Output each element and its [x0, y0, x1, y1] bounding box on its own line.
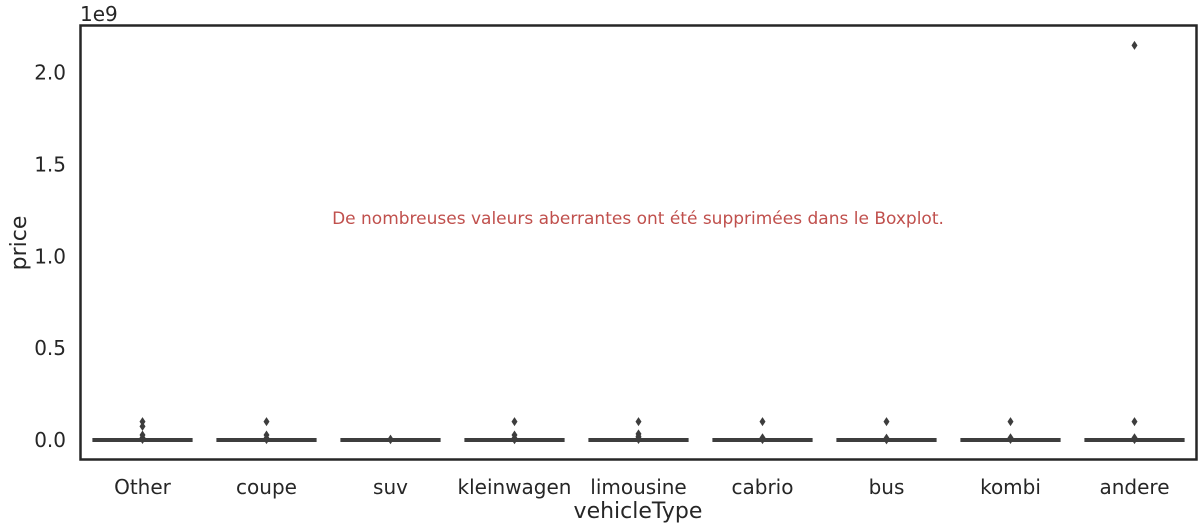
x-tick-label: limousine	[590, 475, 686, 499]
outlier-point	[883, 417, 890, 427]
outlier-point	[511, 417, 518, 427]
y-tick-label: 1.0	[34, 244, 66, 268]
outlier-point	[635, 434, 642, 444]
x-tick-label: coupe	[236, 475, 297, 499]
outlier-point	[139, 421, 146, 431]
x-tick-label: andere	[1099, 475, 1169, 499]
outlier-point	[139, 417, 146, 427]
plot-frame	[79, 24, 1198, 461]
outlier-point	[1007, 434, 1014, 444]
outlier-point	[1007, 417, 1014, 427]
box-kombi	[960, 417, 1061, 444]
y-axis: 0.0 0.5 1.0 1.5 2.0	[34, 61, 66, 453]
x-axis-title: vehicleType	[574, 499, 703, 524]
outlier-point	[1131, 417, 1138, 427]
x-tick-label: kombi	[980, 475, 1041, 499]
outlier-point	[139, 434, 146, 444]
outlier-point	[883, 435, 890, 445]
outlier-point	[635, 417, 642, 427]
box-limousine	[588, 417, 689, 444]
x-tick-label: kleinwagen	[458, 475, 572, 499]
y-tick-label: 0.5	[34, 336, 66, 360]
box-coupe	[216, 417, 317, 445]
x-axis: Other coupe suv kleinwagen limousine cabrio bu…	[114, 475, 1169, 499]
box-kleinwagen	[464, 417, 565, 445]
y-tick-label: 1.5	[34, 152, 66, 176]
outlier-point	[387, 435, 394, 445]
y-axis-title: price	[7, 216, 32, 271]
box-Other	[92, 417, 193, 444]
outlier-point	[511, 435, 518, 445]
box-cabrio	[712, 417, 813, 445]
outlier-point	[263, 435, 270, 445]
outlier-point	[759, 435, 766, 445]
x-tick-label: Other	[114, 475, 172, 499]
box-suv	[340, 434, 441, 445]
y-tick-label: 2.0	[34, 61, 66, 85]
box-andere	[1084, 40, 1185, 445]
outlier-point	[263, 417, 270, 427]
x-tick-label: suv	[373, 475, 408, 499]
boxes-layer	[92, 40, 1185, 445]
x-tick-label: bus	[869, 475, 905, 499]
y-tick-label: 0.0	[34, 428, 66, 452]
outlier-point	[1131, 40, 1138, 50]
x-tick-label: cabrio	[732, 475, 794, 499]
outlier-point	[1131, 435, 1138, 445]
offset-label: 1e9	[80, 2, 118, 26]
outlier-point	[759, 417, 766, 427]
chart-annotation: De nombreuses valeurs aberrantes ont été…	[332, 209, 944, 229]
box-bus	[836, 417, 937, 445]
